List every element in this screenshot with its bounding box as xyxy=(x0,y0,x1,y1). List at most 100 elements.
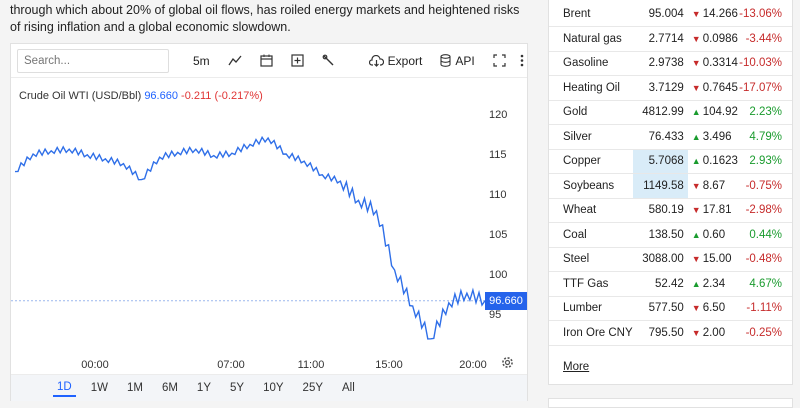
commodity-row[interactable]: Coal 138.50 ▲ 0.60 0.44% xyxy=(549,223,792,247)
range-button-10y[interactable]: 10Y xyxy=(263,382,284,394)
commodity-change: 3.496 xyxy=(702,130,732,143)
commodity-price: 795.50 xyxy=(648,326,684,339)
commodity-change: 104.92 xyxy=(702,106,738,119)
commodity-row[interactable]: Natural gas 2.7714 ▼ 0.0986 -3.44% xyxy=(549,27,792,51)
commodity-name[interactable]: Brent xyxy=(563,8,591,20)
x-tick-label: 07:00 xyxy=(217,359,245,371)
search-input[interactable] xyxy=(17,48,169,73)
line-style-button[interactable] xyxy=(228,55,242,67)
commodity-change-pct: -0.48% xyxy=(745,253,782,266)
commodity-row[interactable]: Silver 76.433 ▲ 3.496 4.79% xyxy=(549,125,792,149)
last-price-tag: 96.660 xyxy=(485,292,527,310)
drawing-tools-button[interactable] xyxy=(322,54,335,67)
range-button-5y[interactable]: 5Y xyxy=(230,382,245,394)
commodity-name[interactable]: Lumber xyxy=(563,302,602,315)
vertical-dots-icon xyxy=(520,54,524,67)
commodity-name[interactable]: Natural gas xyxy=(563,32,622,45)
chart-panel: 5m Export API Crude Oil WTI (USD/Bbl xyxy=(10,43,528,401)
range-button-25y[interactable]: 25Y xyxy=(302,382,324,394)
interval-label: 5m xyxy=(193,53,210,68)
commodity-row[interactable]: Brent 95.004 ▼ 14.266 -13.06% xyxy=(549,2,792,27)
series-last-value: 96.660 xyxy=(144,90,178,102)
interval-button[interactable]: 5m xyxy=(189,54,210,68)
chart-settings-button[interactable] xyxy=(501,356,514,374)
commodity-name[interactable]: Heating Oil xyxy=(563,81,620,94)
range-button-1w[interactable]: 1W xyxy=(90,382,108,394)
commodity-change: 6.50 xyxy=(702,302,726,315)
y-tick-label: 100 xyxy=(489,269,507,281)
commodity-price: 2.7714 xyxy=(648,32,684,45)
commodity-name[interactable]: Soybeans xyxy=(563,179,615,192)
arrow-down-icon: ▼ xyxy=(691,180,701,191)
commodity-change-pct: -13.06% xyxy=(739,8,782,20)
x-tick-label: 15:00 xyxy=(375,359,403,371)
arrow-down-icon: ▼ xyxy=(691,9,701,19)
range-button-1d[interactable]: 1D xyxy=(53,379,76,397)
commodity-name[interactable]: Silver xyxy=(563,130,592,143)
range-button-1y[interactable]: 1Y xyxy=(196,382,211,394)
price-chart[interactable]: 120 115 110 105 100 95 00:00 07:00 11:00 15:00 20:… xyxy=(11,44,529,374)
export-label: Export xyxy=(387,53,423,68)
api-label: API xyxy=(455,53,475,68)
commodity-change: 14.266 xyxy=(702,8,738,20)
commodity-row[interactable]: TTF Gas 52.42 ▲ 2.34 4.67% xyxy=(549,272,792,296)
wrench-icon xyxy=(322,54,334,66)
commodity-change: 15.00 xyxy=(702,253,732,266)
export-button[interactable]: Export xyxy=(368,53,423,68)
calendar-button[interactable] xyxy=(260,54,273,67)
commodity-row[interactable]: Lumber 577.50 ▼ 6.50 -1.11% xyxy=(549,296,792,321)
commodity-name[interactable]: Steel xyxy=(563,253,590,266)
commodity-row[interactable]: Heating Oil 3.7129 ▼ 0.7645 -17.07% xyxy=(549,76,792,100)
commodity-row[interactable]: Soybeans 1149.58 ▼ 8.67 -0.75% xyxy=(549,173,792,198)
commodity-name[interactable]: TTF Gas xyxy=(563,277,609,290)
fullscreen-button[interactable] xyxy=(493,54,506,67)
api-button[interactable]: API xyxy=(440,53,475,68)
commodity-name[interactable]: Coal xyxy=(563,228,587,241)
commodity-change-pct: -10.03% xyxy=(739,57,782,70)
range-button-1m[interactable]: 1M xyxy=(126,382,143,394)
bottom-panel xyxy=(548,398,793,408)
commodity-row[interactable]: Steel 3088.00 ▼ 15.00 -0.48% xyxy=(549,247,792,272)
commodity-change-pct: -1.11% xyxy=(746,302,782,315)
add-indicator-button[interactable] xyxy=(291,54,304,67)
commodity-row[interactable]: Gold 4812.99 ▲ 104.92 2.23% xyxy=(549,100,792,125)
y-tick-label: 120 xyxy=(489,109,507,121)
commodity-row[interactable]: Wheat 580.19 ▼ 17.81 -2.98% xyxy=(549,198,792,223)
series-name: Crude Oil WTI (USD/Bbl) xyxy=(19,90,142,102)
commodity-change: 2.00 xyxy=(702,326,726,339)
calendar-icon xyxy=(260,54,273,67)
commodity-row[interactable]: Copper 5.7068 ▲ 0.1623 2.93% xyxy=(549,149,792,174)
cloud-download-icon xyxy=(368,54,384,67)
arrow-up-icon: ▲ xyxy=(691,156,701,167)
commodity-change: 0.0986 xyxy=(702,32,738,45)
commodity-change-pct: 4.67% xyxy=(749,277,782,290)
commodity-change-pct: -17.07% xyxy=(739,81,782,94)
commodity-change: 0.60 xyxy=(702,228,726,241)
more-options-button[interactable] xyxy=(520,54,524,67)
arrow-down-icon: ▼ xyxy=(691,82,701,93)
commodity-change: 0.3314 xyxy=(702,57,738,70)
commodity-price: 577.50 xyxy=(648,302,684,315)
time-range-bar: 1D 1W 1M 6M 1Y 5Y 10Y 25Y All xyxy=(11,374,527,401)
range-button-all[interactable]: All xyxy=(342,382,355,394)
range-button-6m[interactable]: 6M xyxy=(161,382,178,394)
commodity-row[interactable]: Gasoline 2.9738 ▼ 0.3314 -10.03% xyxy=(549,51,792,76)
commodity-price: 2.9738 xyxy=(648,57,684,70)
arrow-up-icon: ▲ xyxy=(691,107,701,118)
x-tick-label: 11:00 xyxy=(298,359,325,371)
commodity-name[interactable]: Gold xyxy=(563,106,588,119)
more-link[interactable]: More xyxy=(563,361,590,373)
arrow-down-icon: ▼ xyxy=(691,303,701,314)
commodity-change-pct: 0.44% xyxy=(749,228,782,241)
commodity-name[interactable]: Gasoline xyxy=(563,57,609,70)
commodity-name[interactable]: Copper xyxy=(563,155,601,168)
commodity-change: 17.81 xyxy=(702,204,732,217)
commodity-change-pct: -0.25% xyxy=(745,326,782,339)
commodity-name[interactable]: Iron Ore CNY xyxy=(563,326,633,339)
commodity-name[interactable]: Wheat xyxy=(563,204,597,217)
chart-toolbar: 5m Export API xyxy=(11,44,527,78)
arrow-up-icon: ▲ xyxy=(691,131,701,142)
commodities-table: Brent 95.004 ▼ 14.266 -13.06% Natural gas 2.77… xyxy=(549,2,792,346)
commodity-row[interactable]: Iron Ore CNY 795.50 ▼ 2.00 -0.25% xyxy=(549,321,792,345)
article-paragraph: through which about 20% of global oil fl… xyxy=(10,3,520,34)
